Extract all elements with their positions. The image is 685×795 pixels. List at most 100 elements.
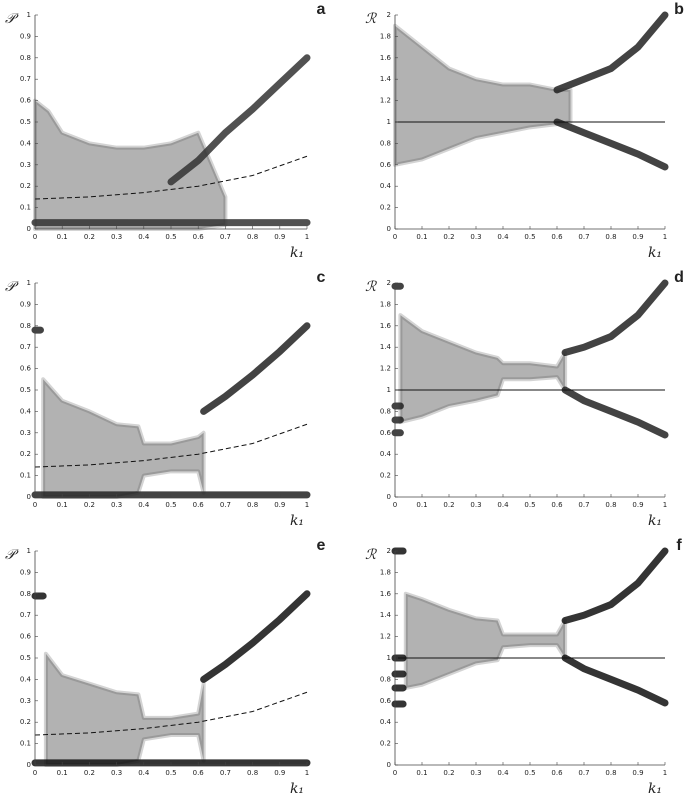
x-tick-label: 1 [305, 233, 309, 241]
y-tick-label: 0.5 [20, 654, 31, 662]
x-tick-label: 0.6 [551, 233, 563, 241]
reference-line [34, 691, 308, 736]
x-tick-label: 0.4 [497, 233, 509, 241]
branch [553, 118, 669, 171]
y-tick-label: 0.6 [380, 697, 392, 705]
branch [561, 279, 669, 357]
x-tick-label: 0.3 [111, 501, 122, 509]
y-tick-label: 0.7 [20, 611, 31, 619]
panel-letter: a [317, 1, 326, 18]
y-tick-label: 0 [27, 761, 31, 769]
x-axis-label: k₁ [648, 245, 662, 261]
x-tick-label: 0.8 [247, 769, 258, 777]
y-tick-label: 1.4 [380, 343, 392, 351]
branch [167, 54, 311, 186]
x-tick-label: 0.3 [470, 769, 481, 777]
y-tick-label: 2 [387, 11, 391, 19]
y-tick-label: 0.1 [20, 472, 31, 480]
x-tick-label: 1 [663, 501, 667, 509]
y-tick-label: 0.2 [380, 472, 391, 480]
x-tick-label: 1 [663, 233, 667, 241]
y-axis-label: 𝒫 [5, 547, 19, 563]
x-tick-label: 0.1 [416, 501, 427, 509]
branch [561, 654, 669, 707]
y-tick-label: 2 [387, 279, 391, 287]
x-tick-label: 0.8 [605, 769, 616, 777]
point-cloud [41, 377, 206, 499]
x-tick-label: 0.2 [443, 769, 454, 777]
x-tick-label: 0.7 [578, 233, 589, 241]
y-axis-label: ℛ [365, 547, 377, 563]
y-tick-label: 0.7 [20, 75, 31, 83]
point-cloud [43, 651, 206, 767]
point-cloud [398, 313, 568, 425]
x-tick-label: 0.7 [578, 501, 589, 509]
y-tick-label: 1.6 [380, 54, 392, 62]
point-cloud [393, 23, 573, 167]
x-tick-label: 0.2 [84, 501, 95, 509]
x-axis-label: k₁ [290, 781, 304, 795]
y-tick-label: 1.8 [380, 32, 391, 40]
x-tick-label: 0.3 [470, 501, 481, 509]
x-tick-label: 0.4 [497, 769, 509, 777]
y-tick-label: 1 [27, 11, 31, 19]
x-tick-label: 0 [33, 233, 37, 241]
x-tick-label: 0.5 [524, 501, 535, 509]
y-tick-label: 1.2 [380, 97, 391, 105]
x-tick-label: 0.9 [632, 233, 643, 241]
x-tick-label: 0.2 [443, 501, 454, 509]
y-tick-label: 0.2 [20, 182, 31, 190]
y-tick-label: 0.7 [20, 343, 31, 351]
y-tick-label: 0.8 [380, 675, 391, 683]
x-tick-label: 0.5 [165, 769, 176, 777]
branch [561, 547, 669, 625]
y-tick-label: 0.8 [380, 139, 391, 147]
x-axis-label: k₁ [290, 513, 304, 529]
y-tick-label: 0.4 [20, 675, 32, 683]
x-tick-label: 0.7 [220, 233, 231, 241]
y-tick-label: 0.4 [380, 718, 392, 726]
y-tick-label: 0.9 [20, 568, 31, 576]
x-tick-label: 1 [305, 501, 309, 509]
y-tick-label: 1.6 [380, 322, 392, 330]
x-tick-label: 0 [393, 769, 397, 777]
point-cloud [403, 591, 568, 690]
x-axis-label: k₁ [648, 513, 662, 529]
x-tick-label: 0.8 [247, 233, 258, 241]
x-tick-label: 0.5 [524, 769, 535, 777]
y-tick-label: 1 [387, 654, 391, 662]
y-tick-label: 1 [27, 279, 31, 287]
y-tick-label: 0.6 [380, 161, 392, 169]
y-tick-label: 1 [387, 386, 391, 394]
x-tick-label: 0.6 [193, 501, 205, 509]
x-tick-label: 0.8 [247, 501, 258, 509]
x-tick-label: 0.1 [57, 233, 68, 241]
y-tick-label: 0.5 [20, 118, 31, 126]
x-tick-label: 0.6 [551, 769, 563, 777]
x-tick-label: 0.3 [470, 233, 481, 241]
reference-line [34, 155, 308, 200]
x-tick-label: 0.4 [138, 769, 150, 777]
y-tick-label: 0.3 [20, 697, 31, 705]
y-tick-label: 0 [387, 493, 391, 501]
y-tick-label: 0.6 [380, 429, 392, 437]
x-tick-label: 0.4 [497, 501, 509, 509]
y-tick-label: 0 [27, 225, 31, 233]
y-tick-label: 0 [27, 493, 31, 501]
x-tick-label: 0 [33, 501, 37, 509]
x-tick-label: 0.5 [165, 501, 176, 509]
y-tick-label: 0.4 [20, 139, 32, 147]
y-tick-label: 1.4 [380, 75, 392, 83]
branch [200, 322, 311, 415]
panel-letter: b [674, 1, 684, 18]
y-tick-label: 2 [387, 547, 391, 555]
y-tick-label: 0.2 [20, 450, 31, 458]
y-tick-label: 0.9 [20, 32, 31, 40]
x-axis-label: k₁ [648, 781, 662, 795]
y-tick-label: 0.8 [380, 407, 391, 415]
x-tick-label: 0.5 [165, 233, 176, 241]
y-tick-label: 0.2 [380, 740, 391, 748]
x-tick-label: 0.1 [57, 501, 68, 509]
x-tick-label: 0.1 [57, 769, 68, 777]
y-tick-label: 0.4 [380, 450, 392, 458]
